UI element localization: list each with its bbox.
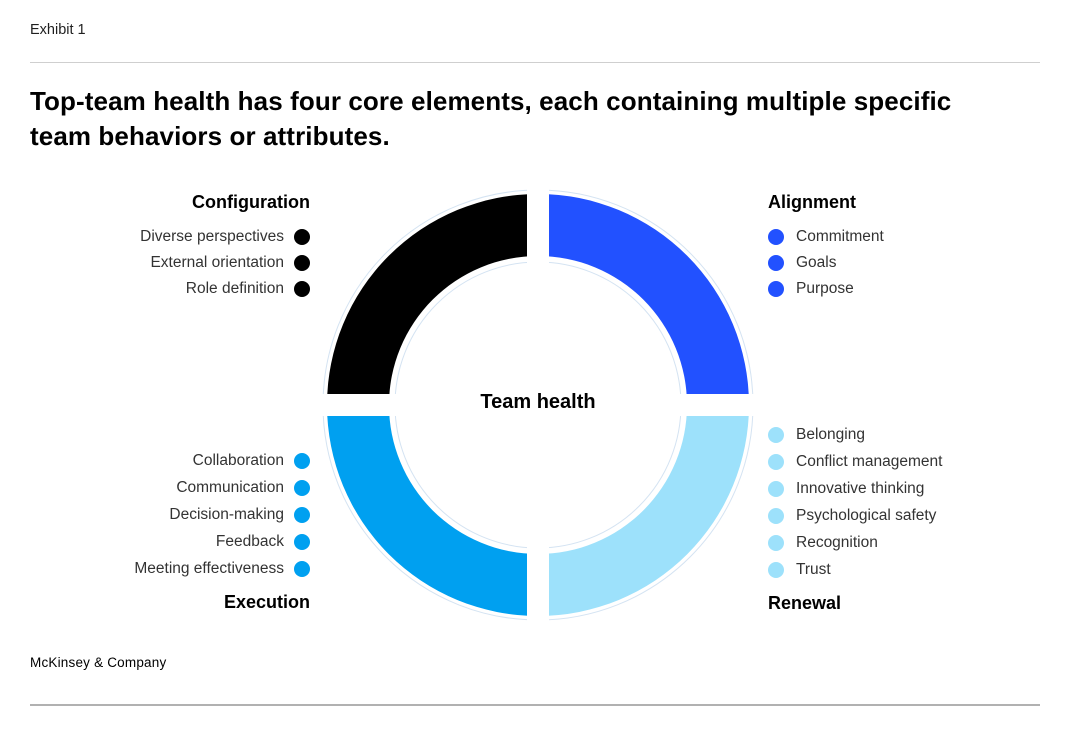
page-title-line-2: team behaviors or attributes. (30, 121, 390, 151)
quadrant-execution (327, 405, 538, 616)
execution-header: Execution (223, 592, 310, 612)
alignment-items: Commitment Goals Purpose (768, 224, 1068, 302)
horizontal-gap (322, 394, 754, 416)
list-item: Recognition (768, 529, 1068, 556)
quadrant-renewal (538, 405, 749, 616)
list-item: Goals (768, 250, 1068, 276)
brand-footer: McKinsey & Company (30, 655, 167, 670)
page-title: Top-team health has four core elements, … (30, 84, 1040, 154)
bullet-icon (294, 229, 310, 245)
bullet-icon (768, 255, 784, 271)
list-item: Trust (768, 556, 1068, 583)
item-label: Role definition (185, 280, 284, 297)
list-item: Diverse perspectives (30, 224, 310, 250)
list-item: Purpose (768, 276, 1068, 302)
bullet-icon (768, 281, 784, 297)
bottom-divider (30, 704, 1040, 706)
list-item: Communication (30, 474, 310, 501)
list-item: Psychological safety (768, 502, 1068, 529)
list-item: Role definition (30, 276, 310, 302)
bullet-icon (294, 533, 310, 550)
bullet-icon (768, 507, 784, 524)
page-title-line-1: Top-team health has four core elements, … (30, 86, 952, 116)
bullet-icon (768, 453, 784, 470)
bullet-icon (768, 480, 784, 497)
item-label: Communication (176, 478, 284, 496)
configuration-items: Diverse perspectives External orientatio… (30, 224, 310, 302)
legend-renewal: Belonging Conflict management Innovative… (768, 421, 1068, 614)
top-divider (30, 62, 1040, 63)
item-label: Meeting effectiveness (134, 559, 284, 577)
quadrant-alignment (538, 194, 749, 405)
item-label: Decision-making (169, 505, 284, 523)
item-label: Collaboration (192, 451, 284, 469)
execution-items: Collaboration Communication Decision-mak… (30, 447, 310, 582)
list-item: Innovative thinking (768, 475, 1068, 502)
item-label: Diverse perspectives (140, 228, 284, 245)
list-item: Conflict management (768, 448, 1068, 475)
list-item: Commitment (768, 224, 1068, 250)
list-item: External orientation (30, 250, 310, 276)
legend-alignment: Alignment Commitment Goals Purpose (768, 191, 1068, 302)
item-label: Recognition (796, 533, 878, 551)
legend-execution: Collaboration Communication Decision-mak… (30, 447, 314, 613)
renewal-items: Belonging Conflict management Innovative… (768, 421, 1068, 583)
item-label: Purpose (796, 280, 854, 297)
item-label: Innovative thinking (796, 479, 925, 497)
donut-svg (322, 189, 754, 621)
renewal-header: Renewal (768, 593, 842, 613)
list-item: Meeting effectiveness (30, 555, 310, 582)
bullet-icon (768, 561, 784, 578)
bullet-icon (768, 229, 784, 245)
item-label: Conflict management (796, 452, 943, 470)
configuration-header: Configuration (192, 192, 310, 212)
item-label: Belonging (796, 425, 865, 443)
item-label: External orientation (150, 254, 284, 271)
alignment-header: Alignment (768, 192, 856, 212)
item-label: Trust (796, 560, 831, 578)
list-item: Feedback (30, 528, 310, 555)
chart-center-label: Team health (480, 391, 596, 413)
bullet-icon (768, 426, 784, 443)
item-label: Psychological safety (796, 506, 937, 524)
item-label: Commitment (796, 228, 884, 245)
quadrant-configuration (327, 194, 538, 405)
team-health-donut-chart: Team health (322, 189, 754, 621)
exhibit-label: Exhibit 1 (30, 22, 86, 38)
legend-configuration: Configuration Diverse perspectives Exter… (30, 191, 314, 302)
bullet-icon (294, 255, 310, 271)
list-item: Collaboration (30, 447, 310, 474)
list-item: Decision-making (30, 501, 310, 528)
bullet-icon (294, 506, 310, 523)
list-item: Belonging (768, 421, 1068, 448)
item-label: Goals (796, 254, 837, 271)
bullet-icon (294, 452, 310, 469)
bullet-icon (294, 479, 310, 496)
item-label: Feedback (215, 532, 284, 550)
bullet-icon (294, 560, 310, 577)
bullet-icon (294, 281, 310, 297)
bullet-icon (768, 534, 784, 551)
